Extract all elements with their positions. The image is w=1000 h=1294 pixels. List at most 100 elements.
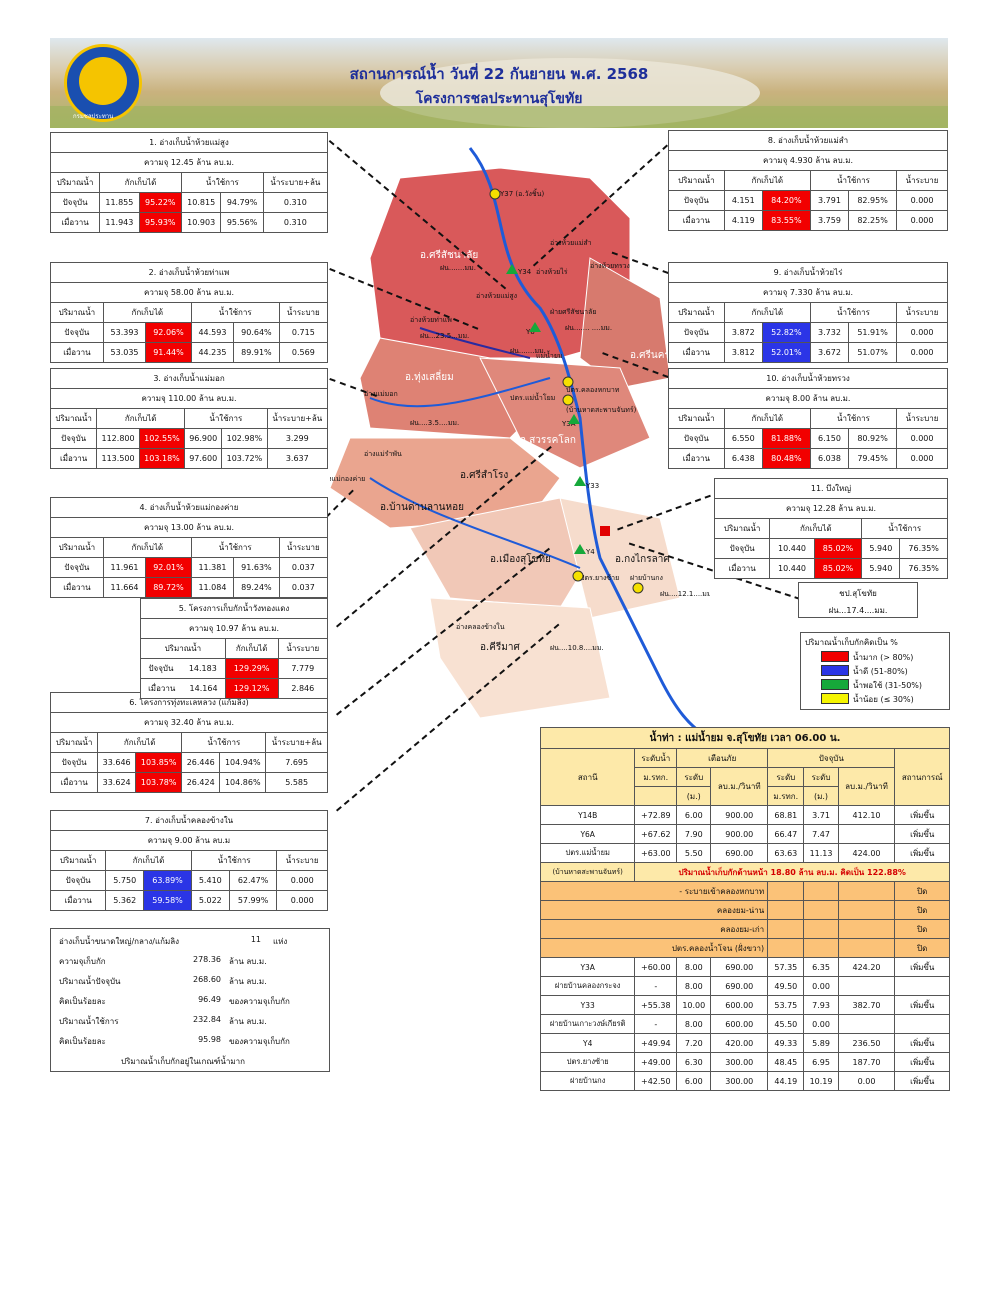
reservoir-title: 2. อ่างเก็บน้ำห้วยท่าแพ	[50, 262, 328, 283]
label-sawankhalok: อ.สวรรคโลก	[520, 433, 576, 446]
zone-srinakhon	[579, 257, 671, 389]
label-srinakhon: อ.ศรีนคร	[630, 349, 670, 361]
store-pct: 92.06%	[145, 322, 192, 343]
label-thapae: อ่างห้วยท่าแพ	[410, 316, 452, 324]
legend-label: น้ำน้อย (≤ 30%)	[853, 695, 914, 704]
marker-yangsai[interactable]	[572, 570, 584, 582]
legend-swatch-green	[821, 679, 849, 690]
drain-label: น้ำระบาย	[278, 537, 329, 558]
summary-box: อ่างเก็บน้ำขนาดใหญ่/กลาง/แก้มลิง 11 แห่ง…	[50, 928, 330, 1072]
map: อ.ศรีสัชนาลัย ฝน.......มม. ฝน...23.5...ม…	[330, 147, 710, 738]
drain-label: น้ำระบาย	[896, 302, 948, 323]
store-pct: 59.58%	[143, 890, 192, 911]
reservoir-capacity: ความจุ 12.45 ล้าน ลบ.ม.	[50, 152, 328, 173]
reservoir-capacity: ความจุ 13.00 ล้าน ลบ.ม.	[50, 517, 328, 538]
drain-label: น้ำระบาย	[278, 302, 329, 323]
store-pct: 103.78%	[135, 772, 183, 793]
store-pct: 95.93%	[138, 212, 182, 233]
store-pct: 63.89%	[143, 870, 192, 891]
rid-logo-icon: กรมชลประทาน	[64, 44, 142, 122]
rain-thapae: ฝน...23.5...มม.	[420, 332, 469, 340]
rain-box-rid: ชป.สุโขทัย ฝน...17.4....มม.	[798, 582, 918, 618]
legend-label: น้ำพอใช้ (31-50%)	[853, 681, 923, 690]
rain-mid: ฝน.......มม.	[510, 347, 546, 355]
legend-swatch-yellow	[821, 693, 849, 704]
label-khirimat: อ.คีรีมาศ	[480, 641, 520, 653]
table-row: ฝายบ้านกง +42.50 6.00 300.00 44.19 10.19 0.00 เ…	[539, 1071, 950, 1091]
store-pct: 52.01%	[761, 342, 811, 363]
reservoir-capacity: ความจุ 110.00 ล้าน ลบ.ม.	[50, 388, 328, 409]
drain-label: น้ำระบาย	[896, 408, 948, 429]
store-pct: 84.20%	[761, 190, 811, 211]
reservoir-capacity: ความจุ 12.28 ล้าน ลบ.ม.	[714, 498, 948, 519]
reservoir-table-6: 6. โครงการทุ่งทะเลหลวง (แก้มลิง) ความจุ 3…	[49, 692, 328, 793]
river-flow-table: น้ำท่า : แม่น้ำยม จ.สุโขทัย เวลา 06.00 น…	[539, 727, 950, 1091]
marker-maenamyom[interactable]	[562, 394, 574, 406]
store-pct: 95.22%	[138, 192, 182, 213]
station-y4: Y4	[585, 548, 595, 556]
store-pct: 103.85%	[135, 752, 183, 773]
reservoir-table-8: 8. อ่างเก็บน้ำห้วยแม่สำ ความจุ 4.930 ล้าน…	[668, 130, 948, 231]
label-banhat: (บ้านหาดสะพานจันทร์)	[566, 406, 637, 414]
river-branch	[369, 377, 551, 408]
marker-y3a[interactable]	[568, 414, 580, 424]
label-maesam: อ่างห้วยแม่สำ	[550, 239, 592, 247]
reservoir-capacity: ความจุ 8.00 ล้าน ลบ.ม.	[668, 388, 948, 409]
reservoir-title: 7. อ่างเก็บน้ำคลองข้างใน	[50, 810, 328, 831]
marker-y6[interactable]	[529, 322, 541, 332]
label-srisatchanalai-weir: ฝ่ายศรีสัชนาลัย	[550, 308, 596, 316]
marker-khonglong[interactable]	[562, 376, 574, 388]
label-maerampan: อ่างแม่รำพัน	[364, 450, 402, 458]
reservoir-capacity: ความจุ 7.330 ล้าน ลบ.ม.	[668, 282, 948, 303]
table-row: Y3A +60.00 8.00 690.00 57.35 6.35 424.20 เพิ่มข…	[539, 957, 950, 977]
marker-y33[interactable]	[574, 476, 586, 486]
river-branch-2	[369, 477, 581, 569]
label-kongkrailat: อ.กงไกรลาศ	[615, 553, 670, 565]
store-pct: 83.55%	[761, 210, 811, 231]
legend-swatch-blue	[821, 665, 849, 676]
label-maenamyom: ปตร.แม่น้ำโยม	[510, 391, 555, 402]
marker-bungyai[interactable]	[600, 526, 610, 536]
label-huairai: อ่างห้วยไร่	[536, 267, 568, 276]
marker-banyai[interactable]	[632, 582, 644, 594]
rain-khiri: ฝน....10.8....มม.	[550, 644, 604, 652]
reservoir-capacity: ความจุ 9.00 ล้าน ลบ.ม	[50, 830, 328, 851]
upstream-note: ปริมาณน้ำเก็บกักด้านหน้า 18.80 ล้าน ลบ.ม…	[634, 862, 950, 882]
table-row: Y4 +49.94 7.20 420.00 49.33 5.89 236.50 เพิ่มขึ…	[539, 1033, 950, 1053]
table-row: ปตร.แม่น้ำยม +63.00 5.50 690.00 63.63 11.13 42…	[539, 843, 950, 863]
label-srisatchanalai: อ.ศรีสัชนาลัย	[420, 249, 478, 261]
reservoir-title: 11. บึงใหญ่	[714, 478, 948, 499]
river-branch-3	[419, 327, 531, 359]
reservoir-capacity: ความจุ 32.40 ล้าน ลบ.ม.	[50, 712, 328, 733]
rain-srisatchanalai: ฝน.......มม.	[440, 264, 476, 272]
reservoir-title: 5. โครงการเก็บกักน้ำวังทองแดง	[140, 598, 328, 619]
marker-y37[interactable]	[489, 188, 501, 200]
zone-khirimat	[429, 597, 611, 719]
store-pct: 129.12%	[224, 678, 279, 699]
drain-label: น้ำระบาย	[896, 170, 948, 191]
store-pct: 91.44%	[145, 342, 192, 363]
label-srisamrong: อ.ศรีสำโรง	[460, 468, 508, 481]
marker-y4[interactable]	[574, 544, 586, 554]
rain-kong: ฝน....12.1....มม.	[660, 590, 710, 598]
label-mueang: อ.เมืองสุโขทัย	[490, 552, 551, 565]
legend-swatch-red	[821, 651, 849, 662]
legend-label: น้ำมาก (> 80%)	[853, 653, 914, 662]
station-y37: Y37 (อ.วังชิ้น)	[499, 187, 544, 198]
logo-text: กรมชลประทาน	[73, 113, 114, 120]
banner-field-image	[50, 106, 948, 128]
table-row: Y14B +72.89 6.00 900.00 68.81 3.71 412.10 เพิ่ม…	[539, 805, 950, 825]
store-pct: 103.18%	[138, 448, 186, 469]
reservoir-table-3: 3. อ่างเก็บน้ำแม่มอก ความจุ 110.00 ล้าน ล…	[49, 368, 329, 469]
reservoir-table-10: 10. อ่างเก็บน้ำห้วยทรวง ความจุ 8.00 ล้าน …	[668, 368, 948, 469]
label-khlongkhangnai: อ่างคลองข้างใน	[456, 622, 505, 631]
reservoir-title: 10. อ่างเก็บน้ำห้วยทรวง	[668, 368, 948, 389]
marker-y34[interactable]	[506, 264, 518, 274]
table-row: ฝายบ้านคลองกระจง -8.00 690.00 49.50 0.00	[539, 976, 950, 996]
store-pct: 89.72%	[145, 577, 192, 598]
label-huaimaesung: อ่างห้วยแม่สูง	[476, 292, 517, 300]
store-pct: 102.55%	[138, 428, 186, 449]
label-khonglong: ปตร.คลองหกบาท	[566, 386, 620, 394]
map-station-labels: Y37 (อ.วังชิ้น) Y34 Y6 Y3A Y33 Y4 อ่างห้…	[330, 187, 663, 631]
label-maemok: อ่างแม่มอก	[364, 390, 398, 398]
